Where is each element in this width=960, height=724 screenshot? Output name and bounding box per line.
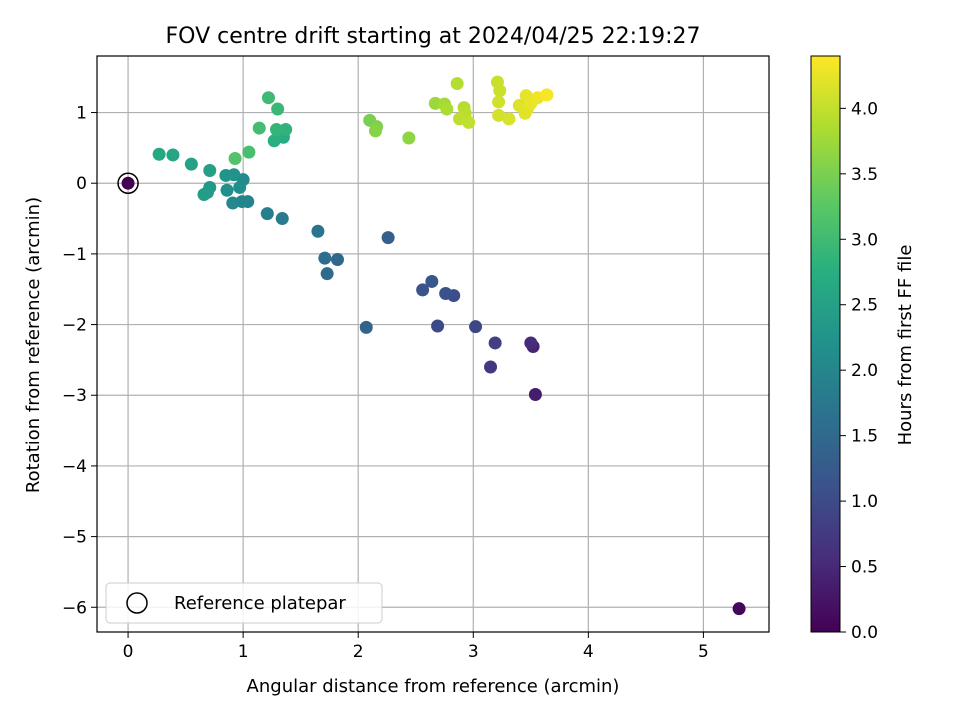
colorbar-tick-label: 2.0 [851, 361, 878, 381]
data-point [488, 336, 502, 350]
data-point [502, 112, 516, 126]
data-point [462, 115, 476, 129]
y-tick-label: −2 [62, 316, 87, 336]
x-tick-label: 1 [238, 642, 249, 662]
data-point [152, 147, 166, 161]
colorbar-tick-label: 0.0 [851, 623, 878, 643]
data-point [450, 77, 464, 91]
data-point [493, 84, 507, 98]
y-tick-label: −5 [62, 528, 87, 548]
data-point [242, 145, 256, 159]
colorbar-tick-label: 3.5 [851, 165, 878, 185]
y-tick-label: −4 [62, 457, 87, 477]
data-point [492, 108, 506, 122]
data-point [203, 163, 217, 177]
data-points [121, 75, 746, 616]
legend-marker-open-circle-icon [126, 592, 148, 614]
data-point [425, 274, 439, 288]
y-tick-label: −6 [62, 598, 87, 618]
grid-lines [97, 56, 769, 632]
data-point [166, 148, 180, 162]
colorbar-tick-label: 1.0 [851, 492, 878, 512]
plot-frame [96, 55, 770, 633]
y-tick-label: −3 [62, 386, 87, 406]
data-point [270, 123, 284, 137]
data-point [275, 212, 289, 226]
data-point [440, 102, 454, 116]
data-point [226, 196, 240, 210]
x-axis-ticks: 0 1 2 3 4 5 [123, 632, 709, 662]
data-point [219, 168, 233, 182]
data-point [528, 388, 542, 402]
data-point [439, 286, 453, 300]
data-point [469, 320, 483, 334]
colorbar-tick-label: 3.0 [851, 230, 878, 250]
data-point [484, 360, 498, 374]
colorbar-tick-label: 0.5 [851, 558, 878, 578]
data-point [359, 320, 373, 334]
data-point [492, 95, 506, 109]
data-point [311, 224, 325, 238]
x-tick-label: 3 [468, 642, 479, 662]
chart-title: FOV centre drift starting at 2024/04/25 … [166, 24, 701, 49]
colorbar-tick-label: 1.5 [851, 427, 878, 447]
data-point [368, 124, 382, 138]
y-tick-label: −1 [62, 245, 87, 265]
data-point [121, 176, 135, 190]
data-point [540, 88, 554, 102]
data-point [233, 180, 247, 194]
colorbar [810, 55, 841, 633]
data-point [416, 283, 430, 297]
data-point [279, 123, 293, 137]
data-point [261, 91, 275, 105]
data-point [402, 131, 416, 145]
data-point [184, 157, 198, 171]
data-point [260, 207, 274, 221]
data-point [318, 251, 332, 265]
y-axis-label: Rotation from reference (arcmin) [23, 197, 44, 493]
data-point [431, 319, 445, 333]
data-point [330, 253, 344, 267]
data-point [267, 134, 281, 148]
data-point [732, 602, 746, 616]
data-point [381, 231, 395, 245]
x-axis-label: Angular distance from reference (arcmin) [247, 676, 620, 697]
data-point [197, 188, 211, 202]
data-point [524, 336, 538, 350]
colorbar-tick-label: 4.0 [851, 99, 878, 119]
legend: Reference platepar [105, 582, 383, 624]
x-tick-label: 2 [353, 642, 364, 662]
y-axis-ticks: −6 −5 −4 −3 −2 −1 0 1 [62, 104, 97, 618]
x-tick-label: 0 [123, 642, 134, 662]
x-tick-label: 5 [698, 642, 709, 662]
colorbar-ticks: 0.0 0.5 1.0 1.5 2.0 2.5 3.0 3.5 4.0 [840, 99, 878, 643]
legend-box [105, 582, 383, 624]
data-point [252, 121, 266, 135]
data-point [228, 151, 242, 165]
y-tick-label: 1 [76, 104, 87, 124]
colorbar-label: Hours from first FF file [895, 245, 916, 446]
data-point [220, 183, 234, 197]
legend-label: Reference platepar [174, 593, 346, 614]
colorbar-tick-label: 2.5 [851, 296, 878, 316]
reference-marker-group [117, 172, 139, 194]
data-point [320, 267, 334, 281]
data-point [271, 102, 285, 116]
reference-marker-icon [117, 172, 139, 194]
x-tick-label: 4 [583, 642, 594, 662]
y-tick-label: 0 [76, 174, 87, 194]
